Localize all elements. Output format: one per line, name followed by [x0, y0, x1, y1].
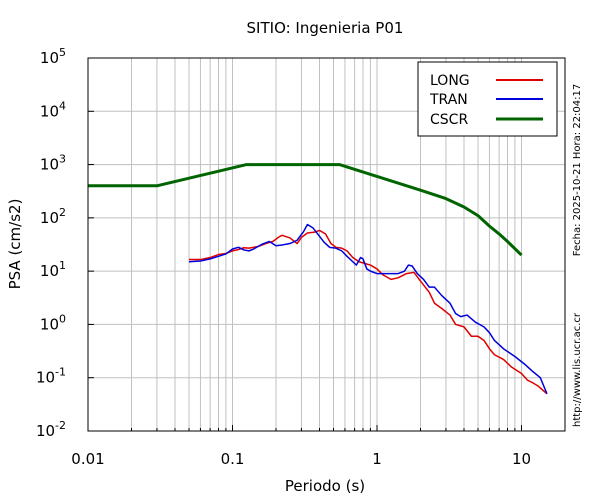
y-axis-title: PSA (cm/s2) [6, 199, 24, 290]
y-tick-label: 10-2 [36, 419, 66, 440]
y-tick-exponent: 4 [59, 99, 66, 112]
x-tick-label: 10 [512, 450, 531, 468]
y-tick-exponent: 3 [59, 153, 66, 166]
y-tick-exponent: 0 [59, 312, 66, 325]
y-tick-label: 103 [40, 153, 66, 174]
x-tick-label: 1 [372, 450, 382, 468]
x-tick-label: 0.1 [221, 450, 245, 468]
y-tick-label: 105 [40, 46, 66, 67]
y-tick-label: 102 [40, 206, 66, 227]
y-tick-label: 104 [40, 99, 66, 120]
legend: LONG TRAN CSCR [417, 61, 558, 137]
y-tick-exponent: 5 [59, 46, 66, 59]
x-axis-title: Periodo (s) [285, 477, 365, 495]
series-line-tran [188, 223, 548, 395]
y-tick-label: 101 [40, 259, 66, 280]
plot-frame [87, 57, 566, 432]
series-line-cscr [88, 163, 523, 257]
series-layer [88, 163, 548, 395]
chart-title: SITIO: Ingenieria P01 [247, 19, 404, 37]
x-tick-label: 0.01 [71, 450, 104, 468]
legend-label-tran: TRAN [429, 92, 468, 108]
timestamp-note: Fecha: 2025-10-21 Hora: 22:04:17 [572, 84, 583, 257]
legend-label-cscr: CSCR [430, 112, 468, 128]
y-tick-exponent: 1 [59, 259, 66, 272]
y-tick-label: 10-1 [36, 366, 66, 387]
legend-label-long: LONG [430, 73, 470, 89]
website-note: http://www.lis.ucr.ac.cr [572, 312, 583, 427]
y-tick-exponent: 2 [59, 206, 66, 219]
y-tick-exponent: -2 [55, 419, 66, 432]
y-tick-label: 100 [40, 312, 66, 333]
y-tick-exponent: -1 [55, 366, 66, 379]
